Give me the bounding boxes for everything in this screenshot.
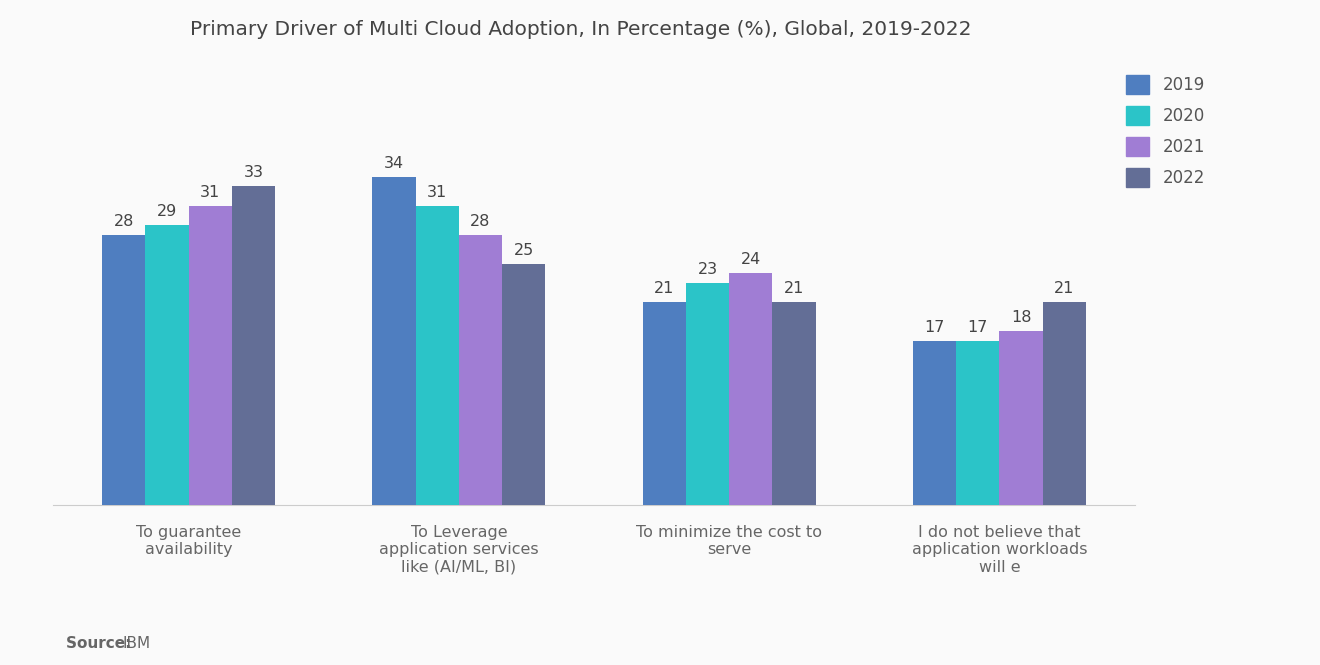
Bar [956,341,999,505]
Text: 21: 21 [655,281,675,297]
Text: 17: 17 [924,320,945,335]
Text: 17: 17 [968,320,989,335]
Bar [1043,303,1086,505]
Text: 24: 24 [741,253,760,267]
Bar [686,283,729,505]
Text: IBM: IBM [123,636,150,652]
Text: 33: 33 [243,166,264,180]
Text: 29: 29 [157,204,177,219]
Bar [459,235,502,505]
Bar [372,176,416,505]
Text: Primary Driver of Multi Cloud Adoption, In Percentage (%), Global, 2019-2022: Primary Driver of Multi Cloud Adoption, … [190,20,972,39]
Text: 21: 21 [784,281,804,297]
Text: 31: 31 [428,185,447,199]
Text: 31: 31 [201,185,220,199]
Bar [232,186,275,505]
Text: 28: 28 [470,213,491,229]
Text: 25: 25 [513,243,533,258]
Bar [145,225,189,505]
Bar [772,303,816,505]
Text: Source:: Source: [66,636,137,652]
Bar [102,235,145,505]
Bar [729,273,772,505]
Bar [416,205,459,505]
Legend: 2019, 2020, 2021, 2022: 2019, 2020, 2021, 2022 [1118,67,1213,196]
Text: 28: 28 [114,213,133,229]
Bar [643,303,686,505]
Bar [189,205,232,505]
Bar [502,263,545,505]
Bar [913,341,956,505]
Text: 21: 21 [1055,281,1074,297]
Text: 18: 18 [1011,311,1031,325]
Text: 34: 34 [384,156,404,171]
Bar [999,331,1043,505]
Text: 23: 23 [697,262,718,277]
